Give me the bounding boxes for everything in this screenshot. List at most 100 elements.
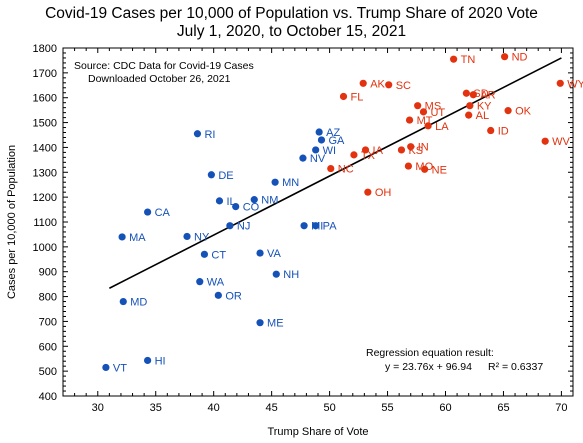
y-tick-label: 1300 [33, 167, 57, 179]
y-axis-label: Cases per 10,000 of Population [6, 145, 18, 299]
y-tick-label: 900 [39, 267, 57, 279]
point-sd [462, 89, 470, 97]
point-mi [300, 222, 308, 230]
regression-caption: Regression equation result: [366, 347, 494, 359]
point-label-ga: GA [328, 135, 345, 147]
x-axis-label: Trump Share of Vote [267, 426, 368, 438]
point-ga [317, 136, 326, 144]
y-tick-label: 1600 [33, 93, 57, 105]
point-nj [226, 222, 234, 230]
point-label-hi: HI [155, 355, 166, 367]
point-ks [397, 146, 406, 154]
point-label-nd: ND [512, 52, 528, 64]
point-ms [414, 102, 422, 110]
x-tick-label: 50 [323, 402, 335, 414]
y-tick-label: 1700 [33, 68, 57, 80]
point-ok [504, 107, 512, 115]
point-mn [271, 178, 279, 186]
point-label-wi: WI [323, 145, 336, 157]
point-mt [405, 116, 414, 124]
point-me [256, 319, 264, 327]
point-label-md: MD [130, 297, 147, 309]
x-tick-label: 30 [92, 402, 104, 414]
point-label-ia: IA [373, 145, 384, 157]
point-nv [299, 154, 307, 162]
point-label-sd: SD [473, 88, 488, 100]
point-ct [200, 250, 209, 258]
x-tick-label: 70 [555, 402, 567, 414]
regression-line [109, 57, 562, 289]
point-ak [359, 79, 367, 87]
y-tick-label: 1500 [33, 118, 57, 130]
point-md [119, 297, 127, 306]
point-label-ak: AK [370, 78, 385, 90]
point-label-wa: WA [207, 277, 225, 289]
x-tick-label: 35 [150, 402, 162, 414]
point-ri [193, 130, 202, 138]
point-wv [541, 137, 549, 145]
regression-group [109, 57, 562, 289]
point-ky [466, 102, 474, 110]
point-label-id: ID [498, 126, 509, 138]
y-tick-label: 600 [39, 341, 57, 353]
y-tick-label: 1200 [33, 192, 57, 204]
regression-equation: y = 23.76x + 96.94 [385, 361, 472, 373]
point-ia [361, 146, 370, 154]
point-az [315, 128, 323, 136]
point-tn [450, 55, 458, 63]
point-label-nv: NV [310, 153, 326, 165]
point-label-wv: WV [552, 136, 570, 148]
regression-r2: R² = 0.6337 [488, 361, 543, 373]
point-label-mi: MI [311, 221, 323, 233]
point-nd [501, 53, 509, 61]
y-tick-label: 1100 [33, 217, 57, 229]
y-tick-label: 1400 [33, 142, 57, 154]
point-label-ok: OK [515, 106, 532, 118]
point-label-ks: KS [408, 145, 423, 157]
point-fl [339, 92, 348, 101]
point-label-ct: CT [211, 249, 226, 261]
point-ut [419, 108, 428, 116]
point-label-tx: TX [361, 150, 376, 162]
point-label-or: OR [225, 290, 242, 302]
point-label-il: IL [226, 196, 235, 208]
point-label-ut: UT [430, 107, 445, 119]
point-label-sc: SC [396, 80, 411, 92]
point-id [487, 126, 495, 135]
point-label-ne: NE [432, 164, 447, 176]
y-tick-label: 400 [39, 391, 57, 403]
y-tick-label: 800 [39, 292, 57, 304]
x-tick-label: 60 [439, 402, 451, 414]
point-al [465, 111, 473, 119]
point-va [256, 249, 264, 257]
point-in [407, 143, 415, 151]
point-label-mn: MN [282, 177, 299, 189]
point-la [424, 122, 432, 130]
point-label-ms: MS [425, 101, 442, 113]
point-wy [556, 79, 564, 87]
point-oh [364, 188, 372, 196]
point-label-vt: VT [113, 362, 127, 374]
point-label-wy: WY [567, 78, 583, 90]
point-label-pa: PA [323, 221, 338, 233]
point-label-co: CO [243, 202, 260, 214]
point-vt [102, 363, 110, 372]
x-tick-label: 40 [208, 402, 220, 414]
point-ne [421, 165, 429, 173]
point-label-in: IN [418, 142, 429, 154]
point-label-az: AZ [326, 127, 340, 139]
point-label-nm: NM [261, 195, 278, 207]
point-label-ar: AR [480, 90, 495, 102]
point-ma [118, 233, 126, 241]
point-mo [404, 162, 413, 170]
point-nm [250, 196, 258, 204]
point-label-de: DE [218, 170, 233, 182]
point-wi [312, 146, 320, 154]
y-tick-label: 1800 [33, 43, 57, 55]
point-wa [196, 278, 204, 286]
source-note-line-1: Source: CDC Data for Covid-19 Cases [74, 60, 254, 72]
point-label-fl: FL [351, 91, 364, 103]
point-label-ny: NY [194, 231, 210, 243]
